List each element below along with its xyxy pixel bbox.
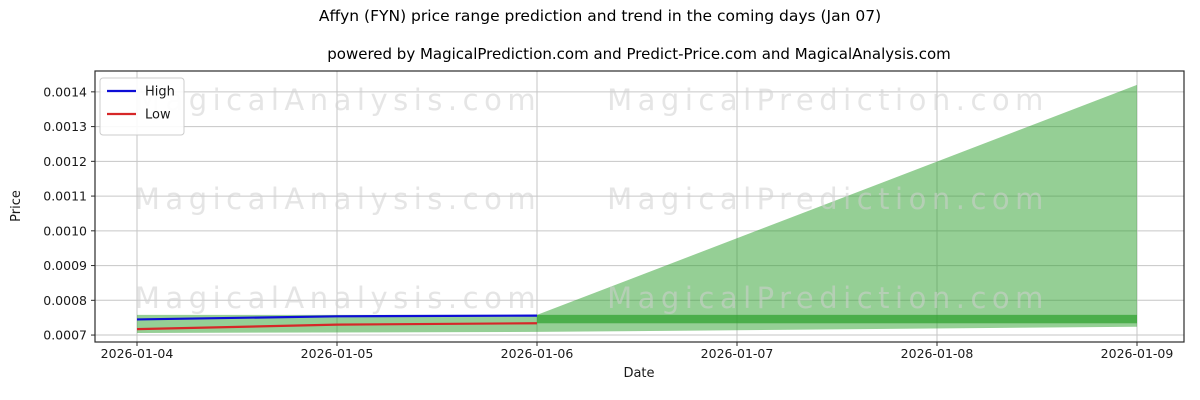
watermark-magicalprediction: MagicalPrediction.com — [607, 83, 1049, 117]
y-tick-label: 0.0010 — [43, 223, 87, 238]
y-tick-label: 0.0011 — [43, 189, 87, 204]
y-tick-label: 0.0014 — [43, 84, 87, 99]
axis-ticks-and-labels: 0.0007 0.0008 0.0009 0.0010 0.0011 0.0012 0.00… — [43, 84, 1173, 361]
y-axis-label: Price — [9, 190, 24, 222]
x-tick-label: 2026-01-05 — [301, 346, 374, 361]
y-tick-label: 0.0013 — [43, 119, 87, 134]
plot-frame — [94, 70, 1185, 343]
x-tick-label: 2026-01-08 — [901, 346, 974, 361]
high-line — [136, 314, 538, 321]
watermarks: MagicalAnalysis.com MagicalPrediction.com… — [135, 83, 1049, 315]
prediction-fan-fill — [537, 84, 1137, 324]
chart-title: Affyn (FYN) price range prediction and t… — [319, 7, 881, 25]
y-tick-label: 0.0012 — [43, 154, 87, 169]
price-lines — [136, 314, 538, 331]
x-tick-label: 2026-01-07 — [701, 346, 774, 361]
watermark-magicalanalysis: MagicalAnalysis.com — [135, 182, 541, 216]
y-tick-label: 0.0008 — [43, 293, 87, 308]
legend: High Low — [99, 77, 185, 136]
x-tick-label: 2026-01-04 — [101, 346, 174, 361]
plot-border — [94, 70, 1185, 343]
y-tick-label: 0.0007 — [43, 328, 87, 343]
x-tick-label: 2026-01-06 — [501, 346, 574, 361]
watermark-magicalprediction: MagicalPrediction.com — [607, 281, 1049, 315]
watermark-magicalprediction: MagicalPrediction.com — [607, 182, 1049, 216]
watermark-magicalanalysis: MagicalAnalysis.com — [135, 83, 541, 117]
legend-low-label: Low — [145, 108, 171, 123]
x-tick-label: 2026-01-09 — [1101, 346, 1174, 361]
y-tick-label: 0.0009 — [43, 258, 87, 273]
legend-high-label: High — [145, 85, 175, 100]
low-line — [136, 322, 538, 331]
overlap-band-fill — [537, 314, 1137, 324]
chart-subtitle: powered by MagicalPrediction.com and Pre… — [327, 45, 951, 63]
legend-box — [99, 77, 185, 136]
prediction-range-fills — [137, 84, 1137, 333]
x-axis-label: Date — [623, 366, 654, 381]
watermark-magicalanalysis: MagicalAnalysis.com — [135, 281, 541, 315]
